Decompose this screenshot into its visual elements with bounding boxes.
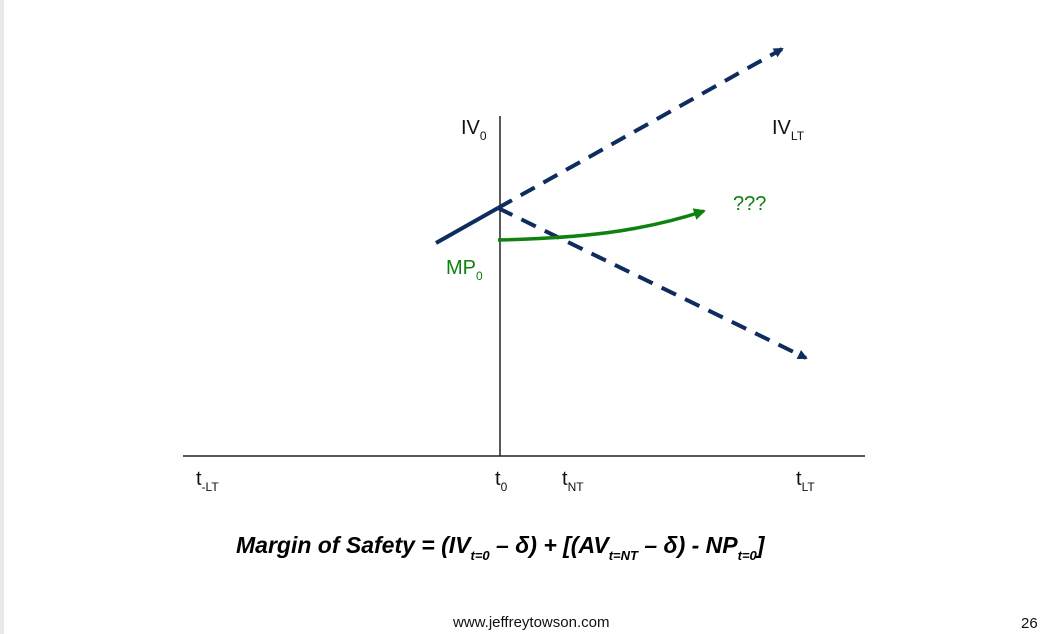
page-number: 26 [1021, 615, 1038, 632]
historical-value-line [435, 206, 499, 245]
footer-url: www.jeffreytowson.com [453, 614, 610, 631]
market-price-curve [497, 208, 706, 242]
iv0-label: IV0 [461, 117, 487, 143]
ivlt-label: IVLT [772, 117, 805, 143]
tnt-label: tNT [562, 468, 584, 494]
lower-projection-arrow [497, 206, 808, 360]
mp0-label: MP0 [446, 257, 483, 283]
t-minus-lt-label: t-LT [196, 468, 219, 494]
upper-projection-arrow [497, 47, 784, 210]
slide-left-edge [0, 0, 4, 634]
t0-label: t0 [495, 468, 508, 494]
unknown-outcome-label: ??? [733, 193, 767, 215]
tlt-label: tLT [796, 468, 815, 494]
margin-of-safety-formula: Margin of Safety = (IVt=0 – δ) + [(AVt=N… [236, 532, 765, 563]
